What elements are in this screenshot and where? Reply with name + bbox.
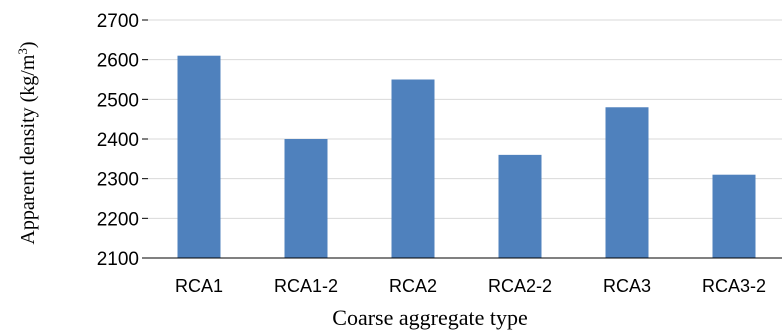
- bar-rca3: [606, 107, 649, 258]
- y-tick-label: 2300: [97, 170, 139, 191]
- x-tick-label: RCA2: [389, 276, 437, 296]
- bars: [178, 56, 756, 258]
- y-axis-title-main: Apparent density (kg/m: [17, 54, 39, 244]
- bar-rca2: [392, 80, 435, 259]
- x-tick-labels: RCA1 RCA1-2 RCA2 RCA2-2 RCA3 RCA3-2: [175, 276, 766, 296]
- x-tick-label: RCA1-2: [274, 276, 338, 296]
- y-tick-label: 2200: [97, 209, 139, 230]
- y-tick-label: 2400: [97, 130, 139, 151]
- x-tick-label: RCA2-2: [488, 276, 552, 296]
- x-tick-label: RCA1: [175, 276, 223, 296]
- bar-rca2-2: [499, 155, 542, 258]
- y-tick-labels: 2100 2200 2300 2400 2500 2600 2700: [97, 11, 148, 270]
- y-tick-label: 2100: [97, 249, 139, 270]
- y-tick-label: 2600: [97, 51, 139, 72]
- bar-rca3-2: [713, 175, 756, 258]
- y-tick-label: 2700: [97, 11, 139, 32]
- x-tick-label: RCA3-2: [702, 276, 766, 296]
- gridlines: [148, 20, 782, 218]
- y-tick-label: 2500: [97, 90, 139, 111]
- x-tick-label: RCA3: [603, 276, 651, 296]
- bar-rca1: [178, 56, 221, 258]
- y-axis-title: Apparent density (kg/m3): [15, 41, 39, 244]
- bar-rca1-2: [285, 139, 328, 258]
- y-axis-title-close: ): [17, 41, 39, 48]
- x-axis-title: Coarse aggregate type: [332, 305, 527, 330]
